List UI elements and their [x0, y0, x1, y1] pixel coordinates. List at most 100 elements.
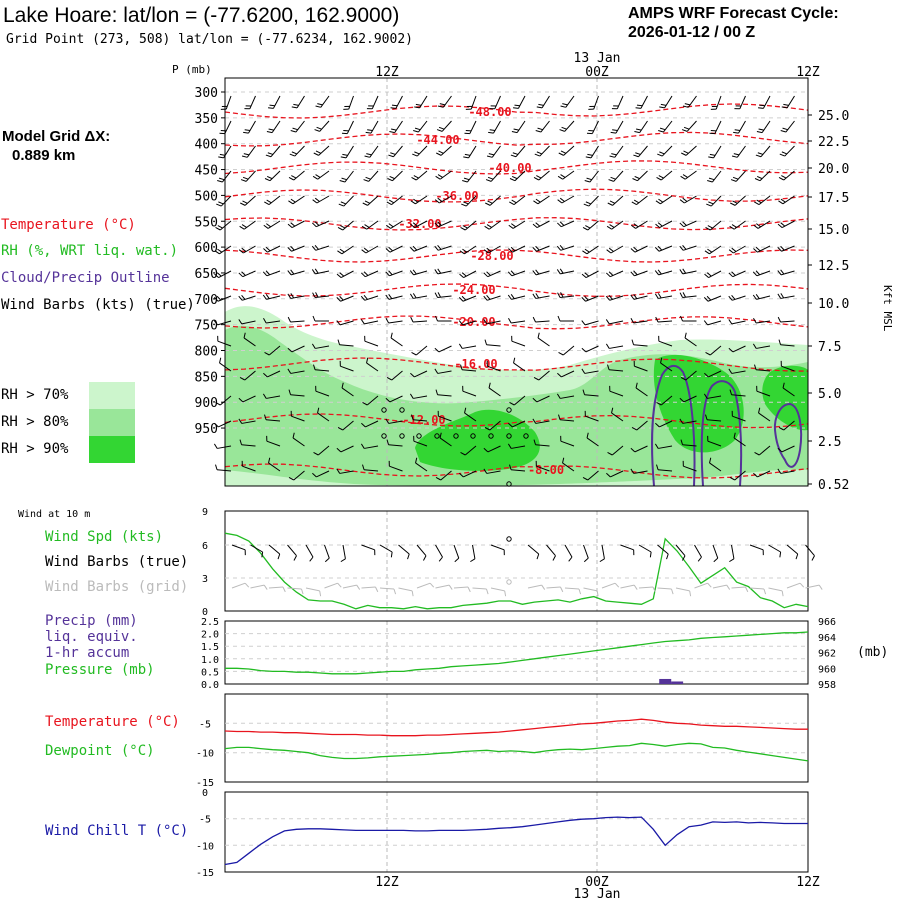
wind-barb-staff	[242, 270, 256, 278]
pressure-tick-label-right: 962	[818, 649, 836, 660]
wind-barb-flag	[728, 319, 733, 325]
wind-barb-staff	[231, 544, 246, 551]
wind-speed-tick-label: 6	[202, 541, 208, 552]
wind-barb-staff	[437, 370, 452, 374]
wind-barb-staff	[438, 415, 452, 422]
wind-barb-staff	[601, 544, 605, 559]
wind-barb-staff	[394, 120, 403, 133]
wind-barb-flag	[752, 271, 758, 277]
wind-barb	[388, 145, 403, 158]
precip-tick-label: 1.5	[201, 642, 219, 653]
wind-barb-flag	[733, 153, 740, 156]
wind-barb-staff	[610, 270, 624, 278]
wind-barb	[365, 120, 379, 134]
wind-barb-staff	[731, 544, 735, 559]
wind-barb-flag	[658, 130, 664, 133]
cloud-outline	[700, 380, 743, 486]
wind-barb-flag	[390, 107, 396, 109]
wind-barb	[484, 339, 501, 347]
wind-barb-flag	[511, 175, 518, 180]
pressure-label: Pressure (mb)	[45, 662, 155, 678]
wind-barb-flag	[631, 201, 637, 206]
wind-barb	[780, 360, 795, 372]
wind-barb-staff	[266, 395, 281, 399]
wind-barb-flag	[561, 126, 567, 130]
wind-barb-flag	[729, 477, 736, 481]
wind-barb-flag	[533, 377, 540, 381]
wind-barb-staff	[395, 95, 403, 109]
precip-tick-label: 2.0	[201, 630, 219, 641]
wind-barb	[607, 445, 624, 456]
wind-barb	[434, 244, 452, 251]
wind-barb-flag	[268, 457, 271, 464]
wind-barb-flag	[633, 223, 639, 228]
wind-barb-staff	[293, 170, 305, 181]
wind-barb	[489, 95, 501, 110]
wind-barb-flag	[454, 557, 460, 563]
calm-wind-marker	[399, 433, 405, 439]
wind-barb-flag	[436, 129, 443, 132]
wind-barb-flag	[238, 295, 243, 301]
wind-barb-flag	[429, 582, 435, 588]
wind-barb-flag	[755, 294, 760, 299]
wind-barb	[682, 460, 697, 472]
wind-barb-flag	[485, 202, 491, 206]
wind-barb-flag	[745, 586, 749, 593]
wind-barb-staff	[780, 320, 795, 323]
wind-barb-flag	[729, 225, 735, 230]
wind-barb	[462, 170, 477, 183]
wind-barb	[488, 120, 501, 134]
wind-barb-flag	[290, 245, 295, 251]
wind-barbs-true-label: Wind Barbs (true)	[45, 554, 189, 570]
wind-barb	[680, 315, 697, 322]
wind-barb-staff	[583, 544, 589, 559]
wind-barb	[324, 544, 330, 563]
date-label-top: 13 Jan	[574, 51, 621, 66]
wind-barb	[703, 320, 722, 326]
wind-barb-flag	[556, 393, 561, 399]
wind-barb-staff	[413, 295, 428, 299]
wind-barb-flag	[614, 582, 620, 588]
wind-barb-staff	[463, 470, 477, 478]
wind-barb-flag	[463, 177, 470, 181]
wind-barb	[213, 320, 232, 326]
wind-barb-flag	[462, 180, 468, 183]
wind-barb-staff	[760, 145, 771, 158]
wind-barb-staff	[781, 245, 795, 252]
wind-barb-flag	[363, 247, 369, 252]
wind-barb-staff	[538, 170, 550, 181]
wind-barb-staff	[511, 445, 526, 449]
wind-barb-staff	[658, 445, 673, 449]
wind-barb-flag	[511, 130, 518, 134]
wind-barb-flag	[777, 293, 782, 299]
wind-barb-staff	[683, 220, 697, 228]
wind-barb-staff	[609, 295, 624, 301]
wind-barb-flag	[697, 556, 702, 562]
wind-barb-flag	[410, 316, 414, 323]
wind-barb-flag	[262, 294, 267, 300]
wind-barb-staff	[758, 412, 771, 422]
wind-barb-staff	[657, 587, 672, 590]
wind-barb	[313, 364, 330, 372]
wind-barb-staff	[246, 145, 256, 158]
wind-barb	[462, 385, 477, 397]
wind-barb	[464, 120, 477, 135]
wind-barb-staff	[562, 345, 575, 356]
wind-barb	[485, 195, 501, 206]
wind-barb	[434, 368, 452, 374]
height-tick-label: 17.5	[818, 191, 849, 206]
wind-barb-flag	[755, 246, 761, 252]
wind-barb-flag	[608, 271, 614, 276]
wind-barb-flag	[659, 151, 665, 155]
wind-barb-staff	[365, 270, 379, 278]
wind-barb	[630, 220, 648, 229]
wind-barb-flag	[409, 393, 414, 399]
pressure-line	[225, 631, 809, 675]
wind-barb-staff	[315, 270, 330, 275]
wind-barb-flag	[309, 556, 314, 562]
wind-barb-staff	[710, 195, 722, 207]
wind-barb	[705, 220, 722, 231]
wind-barb-flag	[337, 339, 341, 345]
wind-barb	[749, 544, 764, 556]
wind-barb-flag	[558, 414, 561, 420]
